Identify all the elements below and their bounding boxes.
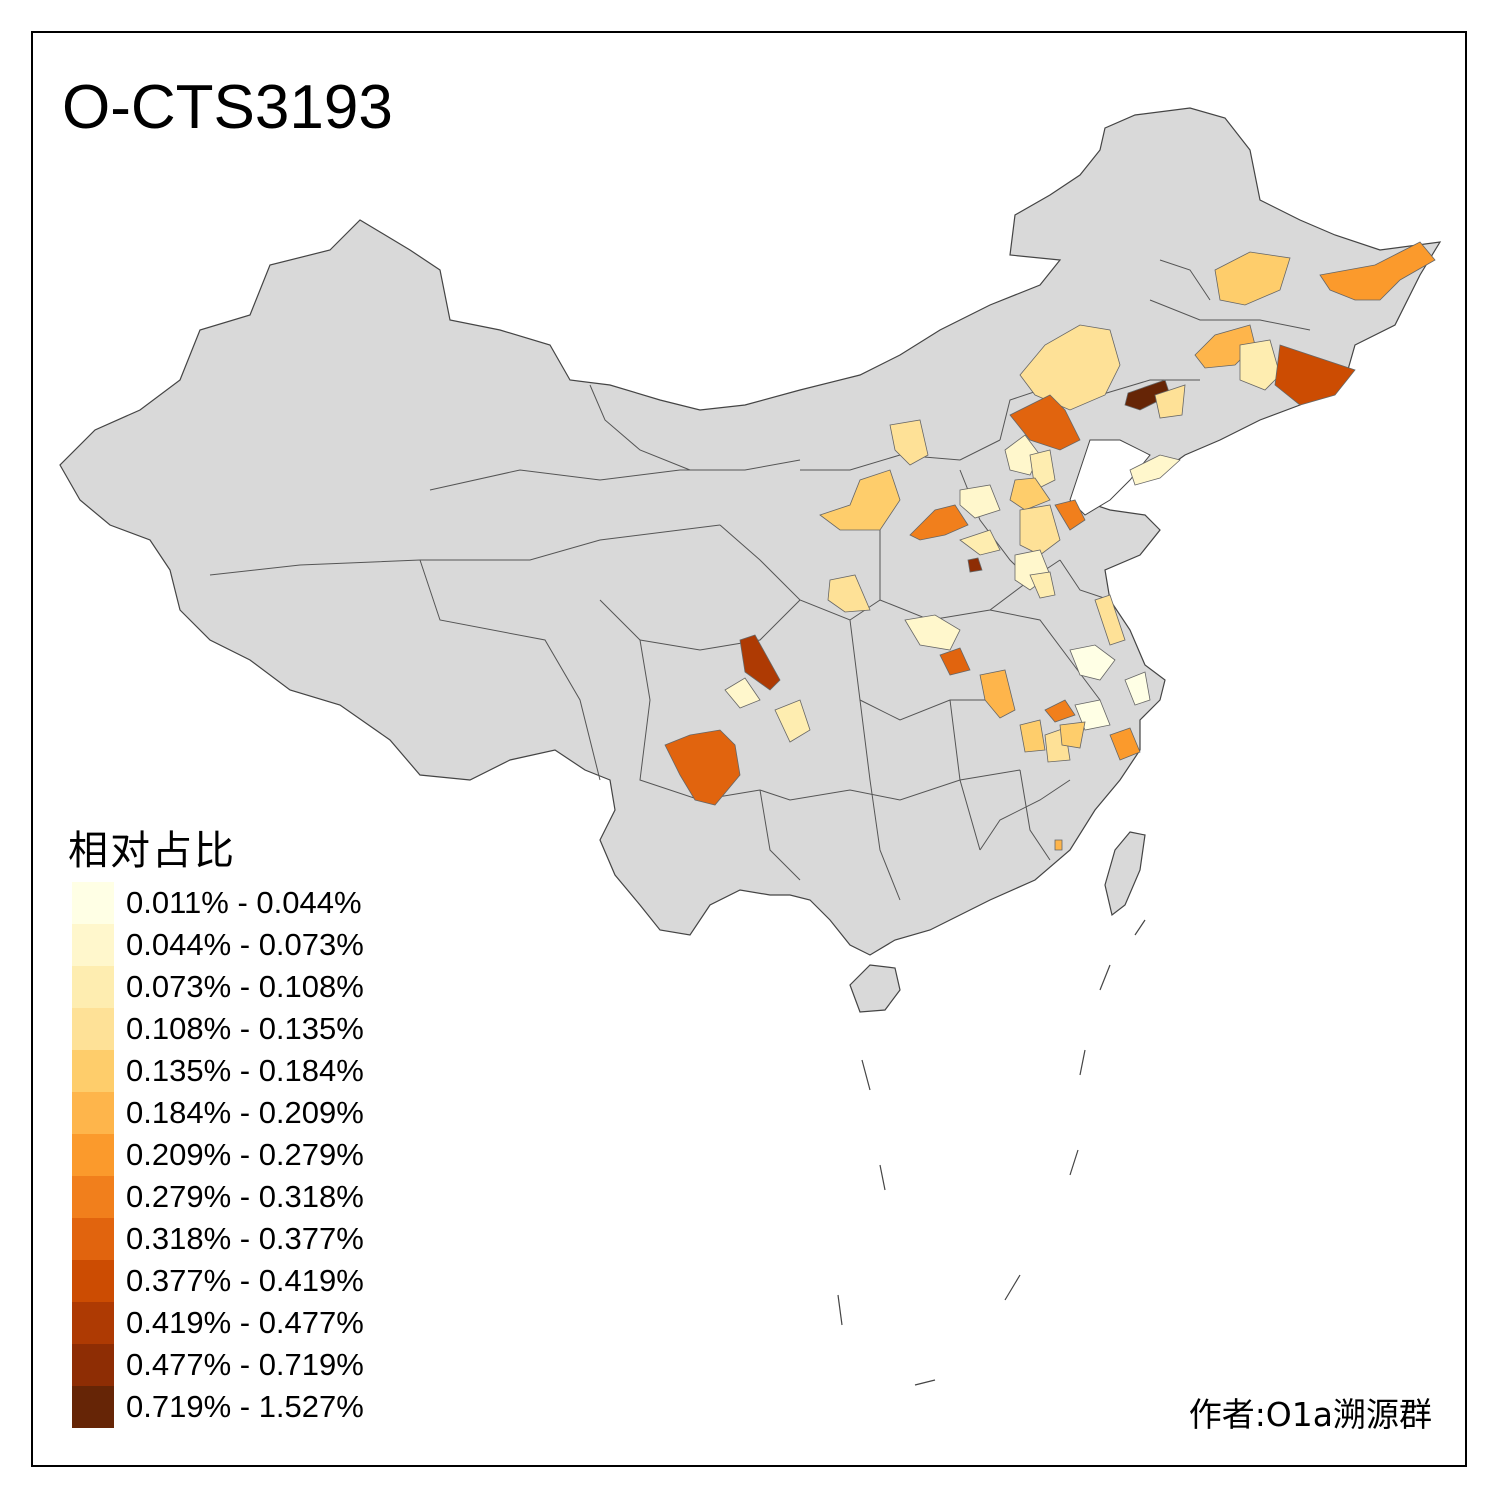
legend-swatch — [72, 1176, 114, 1218]
legend-label: 0.044% - 0.073% — [126, 927, 364, 962]
hainan-island — [849, 964, 901, 1013]
region — [889, 419, 929, 466]
legend-label: 0.073% - 0.108% — [126, 969, 364, 1004]
legend-label: 0.377% - 0.419% — [126, 1263, 364, 1298]
region — [739, 634, 781, 691]
region — [1124, 379, 1171, 411]
region — [1009, 477, 1051, 511]
region — [1069, 644, 1116, 681]
bohai-sea — [1069, 439, 1151, 516]
legend-swatch — [72, 1218, 114, 1260]
region — [1054, 839, 1063, 851]
region — [664, 729, 741, 806]
region — [959, 484, 1001, 519]
author-credit: 作者:O1a溯源群 — [1188, 1395, 1432, 1434]
legend-swatch — [72, 1260, 114, 1302]
legend-swatch — [72, 882, 114, 924]
region — [774, 699, 811, 743]
province-borders — [209, 259, 1311, 901]
region — [1129, 454, 1181, 486]
region — [827, 574, 871, 613]
region — [1054, 499, 1086, 531]
legend-label: 0.419% - 0.477% — [126, 1305, 364, 1340]
legend-label: 0.135% - 0.184% — [126, 1053, 364, 1088]
legend-swatch — [72, 1134, 114, 1176]
legend-label: 0.719% - 1.527% — [126, 1389, 364, 1424]
taiwan-island — [1104, 831, 1146, 917]
region — [1319, 241, 1436, 301]
region — [1124, 671, 1151, 706]
region — [1214, 251, 1291, 306]
legend-swatch — [72, 1344, 114, 1386]
legend-label: 0.184% - 0.209% — [126, 1095, 364, 1130]
legend-label: 0.318% - 0.377% — [126, 1221, 364, 1256]
region — [1154, 384, 1186, 419]
region — [1274, 344, 1356, 406]
region — [724, 677, 761, 709]
region — [959, 529, 1001, 556]
sea-boundary-lines — [837, 919, 1146, 1386]
legend-label: 0.209% - 0.279% — [126, 1137, 364, 1172]
region — [909, 504, 969, 541]
legend-swatch — [72, 1050, 114, 1092]
region — [1029, 571, 1056, 599]
legend-swatch — [72, 1092, 114, 1134]
legend-swatch — [72, 1386, 114, 1428]
region — [967, 557, 983, 573]
region — [819, 469, 901, 531]
data-regions — [664, 241, 1436, 851]
region — [1059, 721, 1086, 749]
region — [1094, 594, 1126, 646]
legend-label: 0.011% - 0.044% — [126, 885, 362, 920]
legend-label: 0.108% - 0.135% — [126, 1011, 364, 1046]
china-mainland — [59, 107, 1442, 956]
legend-label: 0.279% - 0.318% — [126, 1179, 364, 1214]
legend-swatch — [72, 924, 114, 966]
region — [1009, 394, 1081, 451]
region — [1239, 339, 1281, 391]
legend-swatch — [72, 1008, 114, 1050]
region — [979, 669, 1016, 719]
region — [1109, 727, 1141, 761]
legend-swatch — [72, 966, 114, 1008]
region — [1019, 504, 1061, 556]
region — [1044, 699, 1076, 723]
map-frame — [31, 31, 1467, 1467]
map-title: O-CTS3193 — [62, 73, 393, 142]
legend-title: 相对占比 — [68, 828, 236, 874]
region — [1019, 719, 1046, 753]
region — [904, 614, 961, 651]
region — [939, 647, 971, 676]
legend-swatch — [72, 1302, 114, 1344]
legend-label: 0.477% - 0.719% — [126, 1347, 364, 1382]
